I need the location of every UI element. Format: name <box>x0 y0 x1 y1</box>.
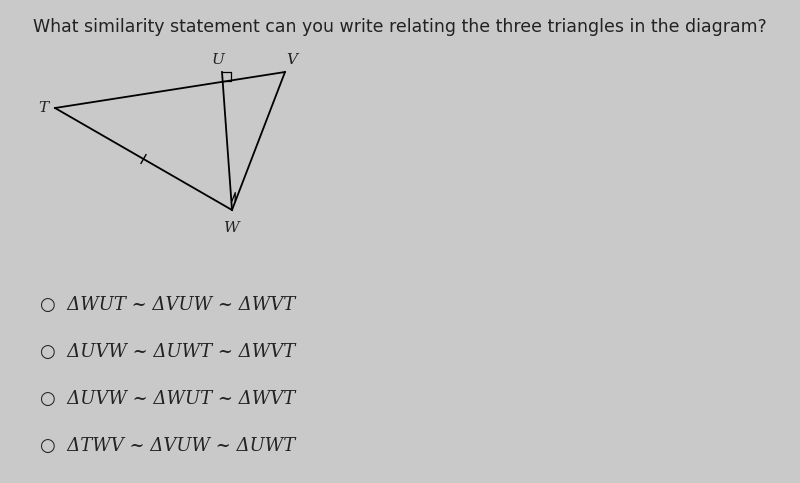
Text: What similarity statement can you write relating the three triangles in the diag: What similarity statement can you write … <box>33 18 767 36</box>
Text: ○  ΔWUT ~ ΔVUW ~ ΔWVT: ○ ΔWUT ~ ΔVUW ~ ΔWVT <box>40 296 295 314</box>
Text: ○  ΔTWV ~ ΔVUW ~ ΔUWT: ○ ΔTWV ~ ΔVUW ~ ΔUWT <box>40 437 295 455</box>
Text: U: U <box>211 53 225 67</box>
Text: ○  ΔUVW ~ ΔUWT ~ ΔWVT: ○ ΔUVW ~ ΔUWT ~ ΔWVT <box>40 343 295 361</box>
Text: ○  ΔUVW ~ ΔWUT ~ ΔWVT: ○ ΔUVW ~ ΔWUT ~ ΔWVT <box>40 390 295 408</box>
Text: V: V <box>286 53 298 67</box>
Text: W: W <box>224 221 240 235</box>
Text: T: T <box>38 101 48 115</box>
